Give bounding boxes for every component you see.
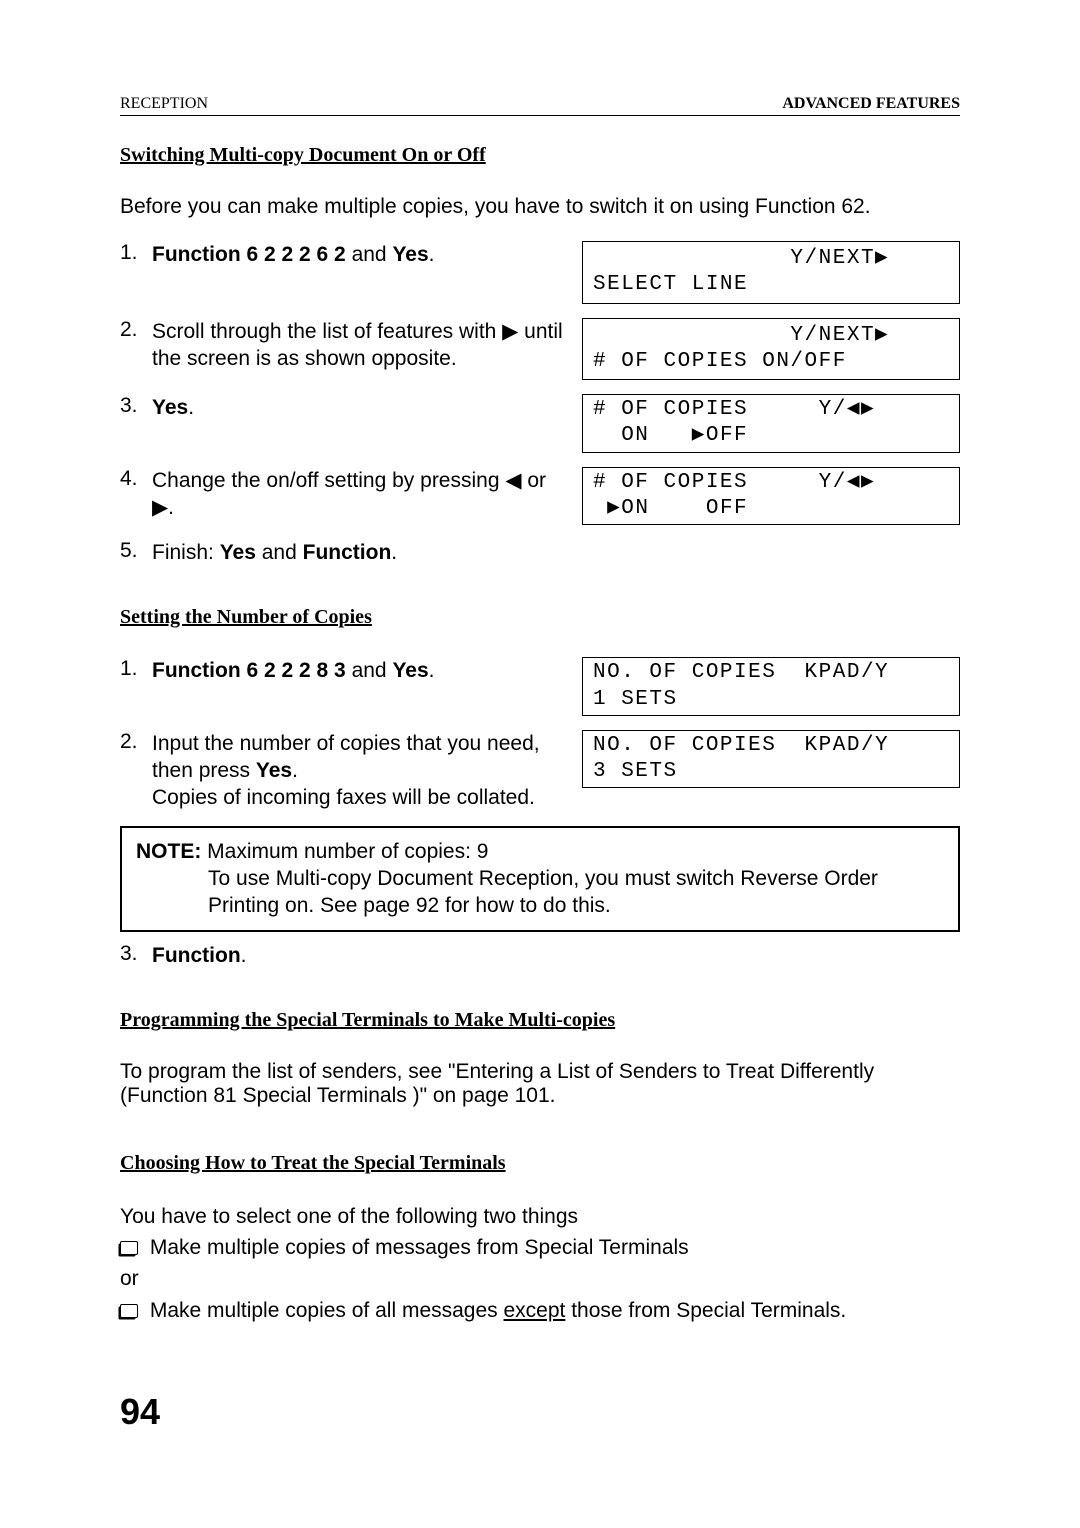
header-right: ADVANCED FEATURES xyxy=(782,95,960,113)
note-line: To use Multi-copy Document Reception, yo… xyxy=(136,865,944,920)
section4-or: or xyxy=(120,1265,960,1292)
s2-step1-row: 1. Function 6 2 2 2 8 3 and Yes. NO. OF … xyxy=(120,657,960,716)
content-area: RECEPTION ADVANCED FEATURES Switching Mu… xyxy=(120,95,960,1324)
step-number: 5. xyxy=(120,539,152,566)
s2-step3-row: 3. Function. xyxy=(120,942,960,969)
lcd-display: NO. OF COPIES KPAD/Y 3 SETS xyxy=(582,730,960,789)
section4-option1: Make multiple copies of messages from Sp… xyxy=(120,1234,960,1261)
section4-intro: You have to select one of the following … xyxy=(120,1203,960,1230)
step-number: 1. xyxy=(120,657,152,684)
step-text: Input the number of copies that you need… xyxy=(152,730,572,812)
bold-text: Function 6 2 2 2 6 2 xyxy=(152,243,346,266)
lcd-display: NO. OF COPIES KPAD/Y 1 SETS xyxy=(582,657,960,716)
left-arrow-icon: ◀ xyxy=(505,469,521,492)
section4-option2: Make multiple copies of all messages exc… xyxy=(120,1297,960,1324)
step-number: 2. xyxy=(120,730,152,812)
section3-text: To program the list of senders, see "Ent… xyxy=(120,1060,960,1108)
lcd-display: # OF COPIES Y/◀▶ ▶ON OFF xyxy=(582,467,960,526)
section2-title: Setting the Number of Copies xyxy=(120,606,960,629)
page-number: 94 xyxy=(120,1391,160,1433)
step-text: Function. xyxy=(152,942,247,969)
right-arrow-icon: ▶ xyxy=(152,496,168,519)
s1-step5-row: 5. Finish: Yes and Function. xyxy=(120,539,960,566)
page: RECEPTION ADVANCED FEATURES Switching Mu… xyxy=(0,0,1080,1528)
section1-title: Switching Multi-copy Document On or Off xyxy=(120,144,960,167)
step-text: Function 6 2 2 2 8 3 and Yes. xyxy=(152,657,435,684)
step-text: Function 6 2 2 2 6 2 and Yes. xyxy=(152,241,435,268)
running-header: RECEPTION ADVANCED FEATURES xyxy=(120,95,960,116)
step-text: Scroll through the list of features with… xyxy=(152,318,572,373)
note-box: NOTE: Maximum number of copies: 9 To use… xyxy=(120,826,960,932)
lcd-display: Y/NEXT▶ # OF COPIES ON/OFF xyxy=(582,318,960,381)
step-number: 3. xyxy=(120,942,152,969)
step-text: Finish: Yes and Function. xyxy=(152,539,397,566)
s1-step2-row: 2. Scroll through the list of features w… xyxy=(120,318,960,381)
s1-step1-row: 1. Function 6 2 2 2 6 2 and Yes. Y/NEXT▶… xyxy=(120,241,960,304)
header-left: RECEPTION xyxy=(120,95,208,113)
lcd-display: Y/NEXT▶ SELECT LINE xyxy=(582,241,960,304)
checkbox-icon xyxy=(120,1304,138,1318)
step-number: 2. xyxy=(120,318,152,373)
step-text: Change the on/off setting by pressing ◀ … xyxy=(152,467,572,522)
section4-title: Choosing How to Treat the Special Termin… xyxy=(120,1152,960,1175)
s1-step4-row: 4. Change the on/off setting by pressing… xyxy=(120,467,960,526)
section3-title: Programming the Special Terminals to Mak… xyxy=(120,1009,960,1032)
checkbox-icon xyxy=(120,1241,138,1255)
section1-intro: Before you can make multiple copies, you… xyxy=(120,195,960,219)
note-label: NOTE: xyxy=(136,840,201,863)
right-arrow-icon: ▶ xyxy=(502,320,518,343)
lcd-display: # OF COPIES Y/◀▶ ON ▶OFF xyxy=(582,394,960,453)
step-number: 1. xyxy=(120,241,152,268)
s2-step2-row: 2. Input the number of copies that you n… xyxy=(120,730,960,812)
step-text: Yes. xyxy=(152,394,194,421)
step-number: 3. xyxy=(120,394,152,421)
s1-step3-row: 3. Yes. # OF COPIES Y/◀▶ ON ▶OFF xyxy=(120,394,960,453)
step-number: 4. xyxy=(120,467,152,522)
